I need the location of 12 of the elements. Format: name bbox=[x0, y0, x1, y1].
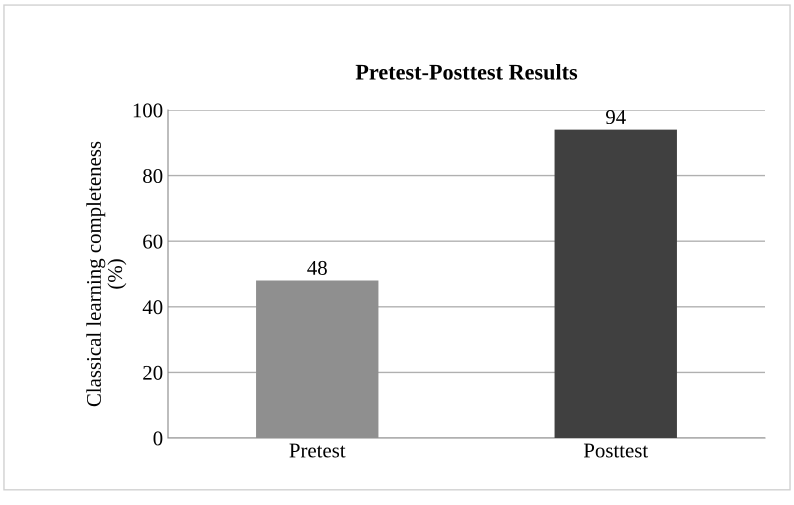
y-tick-label: 80 bbox=[143, 168, 162, 184]
data-label: 48 bbox=[307, 260, 327, 275]
y-tick-label: 20 bbox=[143, 366, 162, 380]
data-label: 94 bbox=[606, 110, 626, 124]
x-tick-label: Posttest bbox=[584, 444, 648, 458]
chart-title: Pretest-Posttest Results bbox=[356, 64, 578, 80]
y-tick-label: 60 bbox=[143, 234, 162, 249]
y-tick-label: 100 bbox=[134, 103, 162, 118]
y-tick-label: 40 bbox=[142, 300, 162, 314]
y-tick-label: 0 bbox=[154, 431, 162, 446]
x-tick-label: Pretest bbox=[290, 444, 346, 458]
y-axis-title: Classical learning completeness (%) bbox=[86, 142, 126, 406]
